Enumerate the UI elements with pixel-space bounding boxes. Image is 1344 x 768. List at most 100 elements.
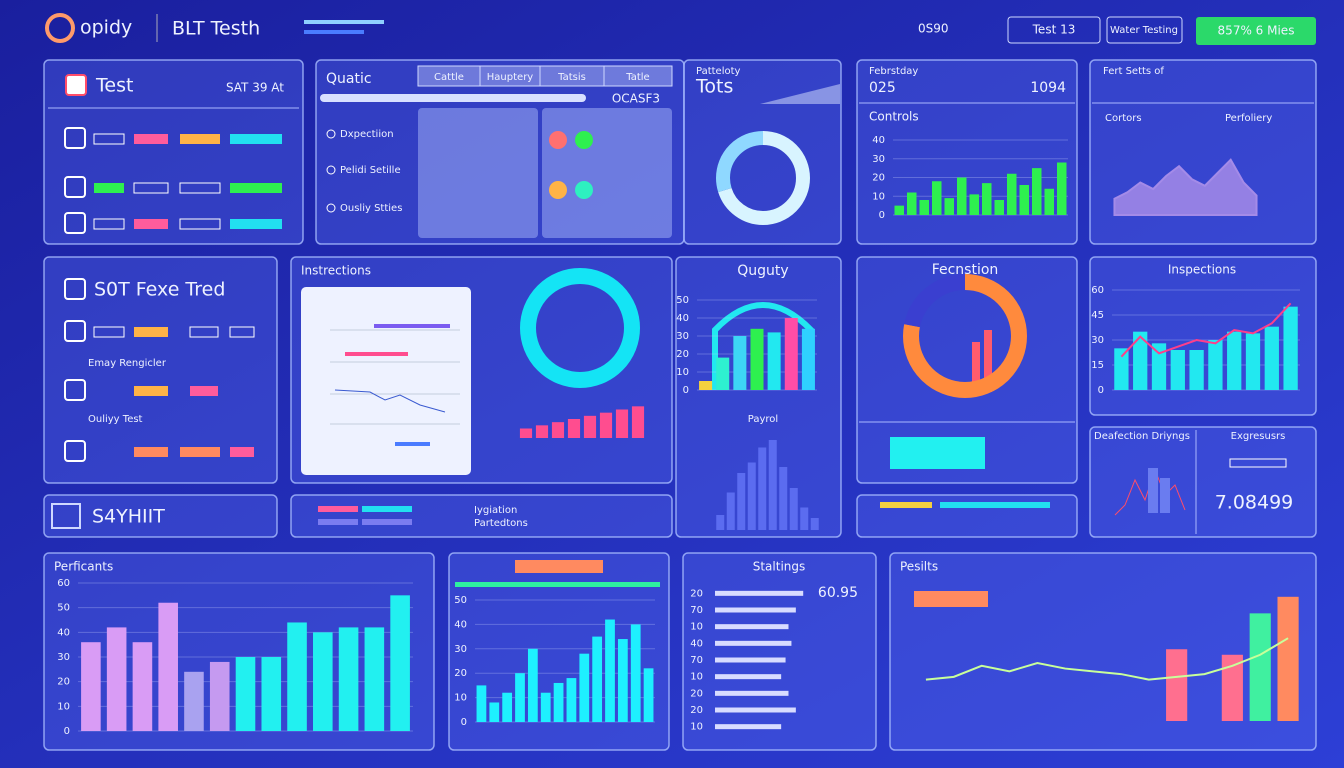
- tab-label[interactable]: Tatle: [625, 72, 649, 83]
- y-tick-label: 20: [454, 668, 467, 679]
- decor: [984, 330, 992, 392]
- item: Pelidi Setille: [340, 165, 401, 176]
- header-button[interactable]: [1106, 16, 1183, 44]
- y-tick-label: 20: [676, 349, 689, 360]
- bar: [969, 194, 979, 215]
- bar: [579, 653, 590, 722]
- y-tick-label: 0: [683, 385, 689, 396]
- bar: [800, 507, 809, 530]
- panel-title: Quatic: [326, 71, 372, 87]
- pill: [230, 183, 282, 193]
- tab[interactable]: [603, 65, 673, 87]
- bar: [184, 671, 204, 731]
- icon: [51, 503, 81, 529]
- area: [1113, 158, 1258, 216]
- tabs: Cattle Hauptery Tatsis Tatle: [417, 65, 673, 87]
- progress: [320, 94, 586, 102]
- radio[interactable]: [326, 203, 336, 213]
- mini-grid: [330, 329, 460, 425]
- checkbox[interactable]: [64, 320, 86, 342]
- bar: [1032, 168, 1042, 215]
- checkbox[interactable]: [64, 379, 86, 401]
- icon: [549, 181, 567, 199]
- value: 025: [869, 80, 896, 96]
- line: [925, 637, 1289, 681]
- legend-item: Partedtons: [474, 518, 528, 529]
- y-tick-label: 10: [690, 672, 703, 683]
- bar: [313, 632, 333, 731]
- bar: [758, 447, 767, 530]
- bar: [1264, 326, 1279, 390]
- pill: [134, 386, 168, 396]
- tab-label[interactable]: Tatsis: [557, 72, 586, 83]
- tab-label[interactable]: Hauptery: [487, 72, 534, 83]
- checkbox[interactable]: [64, 278, 86, 300]
- y-tick-label: 10: [57, 701, 70, 712]
- chart-title: Inspections: [1168, 263, 1236, 277]
- pill: [179, 182, 221, 194]
- bar: [715, 590, 804, 596]
- radio[interactable]: [326, 129, 336, 139]
- bar: [726, 492, 735, 530]
- kpi: 7.08499: [1215, 492, 1294, 514]
- checkbox[interactable]: [64, 440, 86, 462]
- icon: [575, 131, 593, 149]
- bar: [583, 415, 597, 438]
- logo-icon: [45, 13, 75, 43]
- bar: [715, 657, 786, 663]
- decor: [1148, 468, 1158, 513]
- checkbox[interactable]: [64, 127, 86, 149]
- checkbox[interactable]: [64, 176, 86, 198]
- header-button[interactable]: [1196, 17, 1316, 45]
- pill: [230, 447, 254, 457]
- bar: [957, 177, 967, 215]
- chart-title: Fecnstion: [932, 262, 999, 278]
- y-tick-label: 20: [57, 677, 70, 688]
- bar: [605, 619, 615, 722]
- bar: [81, 642, 101, 731]
- header-button-label[interactable]: 857% 6 Mies: [1218, 24, 1295, 38]
- bar: [715, 690, 789, 696]
- item: Dxpectiion: [340, 129, 394, 140]
- y-tick-label: 0: [1098, 385, 1104, 396]
- pill: [362, 519, 412, 525]
- pill: [455, 582, 660, 587]
- pill: [940, 502, 1050, 508]
- bar: [944, 198, 954, 215]
- pill: [94, 183, 124, 193]
- pill: [93, 218, 125, 230]
- label: Febrstday: [869, 66, 918, 77]
- y-tick-label: 30: [676, 331, 689, 342]
- subpanel: [301, 287, 471, 475]
- bar: [1227, 331, 1242, 390]
- header-button-label[interactable]: Test 13: [1032, 23, 1076, 37]
- subpanel: [418, 108, 538, 238]
- banner-title: S4YHIIT: [92, 506, 165, 528]
- y-tick-label: 45: [1091, 310, 1104, 321]
- y-tick-label: 10: [690, 722, 703, 733]
- y-tick-label: 70: [690, 655, 703, 666]
- donut-segment: [716, 131, 810, 225]
- bar: [617, 639, 628, 722]
- tab-label[interactable]: Cattle: [434, 72, 464, 83]
- bar: [535, 425, 549, 438]
- y-tick-label: 40: [872, 135, 885, 146]
- checkbox[interactable]: [64, 212, 86, 234]
- radio[interactable]: [326, 165, 336, 175]
- panel: [43, 494, 278, 538]
- checkbox[interactable]: [65, 74, 87, 96]
- block: [890, 437, 985, 469]
- header-button[interactable]: [1007, 16, 1101, 44]
- icon: [575, 181, 593, 199]
- label: Patteloty: [696, 66, 741, 77]
- bar: [810, 518, 819, 530]
- header-button-label[interactable]: Water Testing: [1110, 25, 1178, 36]
- y-tick-label: 40: [57, 627, 70, 638]
- label: Cortors: [1105, 113, 1142, 124]
- bar: [1283, 306, 1298, 390]
- panel: [43, 59, 304, 245]
- decor: [1160, 478, 1170, 513]
- bar: [716, 357, 730, 390]
- donut-segment: [520, 268, 640, 388]
